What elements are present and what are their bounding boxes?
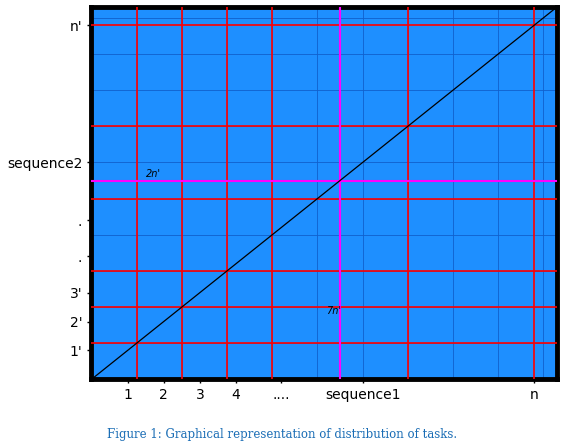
Text: 7n': 7n': [327, 306, 341, 316]
Text: 2n': 2n': [146, 169, 161, 179]
Text: Figure 1: Graphical representation of distribution of tasks.: Figure 1: Graphical representation of di…: [107, 428, 457, 441]
